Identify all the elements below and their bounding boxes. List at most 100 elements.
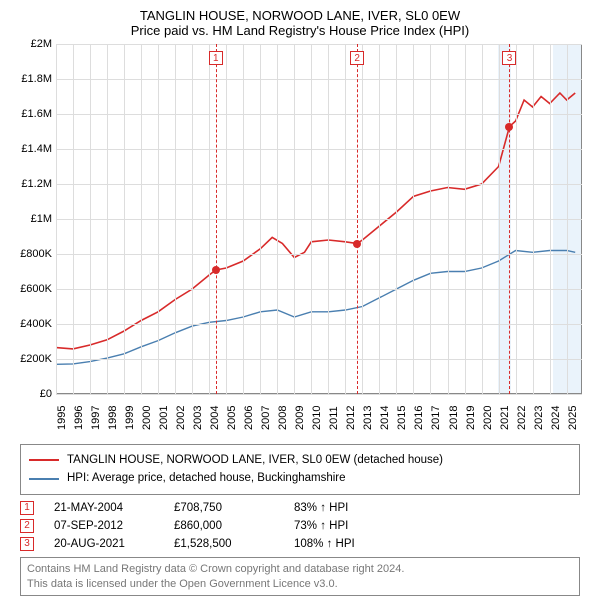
- sale-index-box: 1: [20, 501, 34, 515]
- gridline-v: [277, 44, 278, 394]
- gridline-v: [243, 44, 244, 394]
- title-line-1: TANGLIN HOUSE, NORWOOD LANE, IVER, SL0 0…: [10, 8, 590, 23]
- gridline-h: [56, 324, 582, 325]
- x-axis: 1995199619971998199920002001200220032004…: [56, 394, 582, 436]
- sale-row: 207-SEP-2012£860,00073% ↑ HPI: [20, 519, 580, 533]
- legend-item: TANGLIN HOUSE, NORWOOD LANE, IVER, SL0 0…: [29, 451, 571, 469]
- sale-marker-line: [509, 44, 510, 394]
- x-tick-label: 2010: [311, 406, 327, 430]
- gridline-v: [192, 44, 193, 394]
- x-tick-label: 1998: [107, 406, 123, 430]
- title-line-2: Price paid vs. HM Land Registry's House …: [10, 23, 590, 38]
- y-tick-label: £0: [10, 388, 52, 400]
- sale-marker-label: 3: [502, 51, 516, 65]
- y-tick-label: £200K: [10, 353, 52, 365]
- y-tick-label: £1.2M: [10, 178, 52, 190]
- sale-marker-dot: [212, 266, 220, 274]
- x-tick-label: 1996: [73, 406, 89, 430]
- gridline-h: [56, 149, 582, 150]
- gridline-h: [56, 44, 582, 45]
- x-tick-label: 2012: [345, 406, 361, 430]
- x-tick-label: 2000: [141, 406, 157, 430]
- sale-index-box: 3: [20, 537, 34, 551]
- sale-date: 21-MAY-2004: [54, 502, 154, 514]
- x-tick-label: 2019: [465, 406, 481, 430]
- x-tick-label: 2005: [226, 406, 242, 430]
- x-tick-label: 2023: [533, 406, 549, 430]
- gridline-v: [56, 44, 57, 394]
- gridline-h: [56, 289, 582, 290]
- x-tick-label: 2024: [550, 406, 566, 430]
- x-tick-label: 2025: [567, 406, 583, 430]
- gridline-v: [482, 44, 483, 394]
- sale-date: 07-SEP-2012: [54, 520, 154, 532]
- gridline-v: [430, 44, 431, 394]
- x-tick-label: 2003: [192, 406, 208, 430]
- x-tick-label: 2009: [294, 406, 310, 430]
- legend-label: HPI: Average price, detached house, Buck…: [67, 469, 346, 487]
- gridline-v: [294, 44, 295, 394]
- x-tick-label: 2021: [499, 406, 515, 430]
- attribution-line: Contains HM Land Registry data © Crown c…: [27, 562, 573, 577]
- sale-delta: 73% ↑ HPI: [294, 520, 394, 532]
- sale-marker-line: [216, 44, 217, 394]
- x-tick-label: 2007: [260, 406, 276, 430]
- x-tick-label: 1999: [124, 406, 140, 430]
- sale-marker-dot: [353, 240, 361, 248]
- series-hpi: [56, 251, 575, 365]
- attribution-line: This data is licensed under the Open Gov…: [27, 577, 573, 592]
- y-tick-label: £1.8M: [10, 73, 52, 85]
- x-tick-label: 2006: [243, 406, 259, 430]
- gridline-v: [516, 44, 517, 394]
- y-tick-label: £600K: [10, 283, 52, 295]
- gridline-h: [56, 79, 582, 80]
- x-tick-label: 2022: [516, 406, 532, 430]
- gridline-v: [209, 44, 210, 394]
- x-tick-label: 1995: [56, 406, 72, 430]
- gridline-h: [56, 359, 582, 360]
- sale-delta: 108% ↑ HPI: [294, 538, 394, 550]
- y-tick-label: £1.6M: [10, 108, 52, 120]
- gridline-v: [550, 44, 551, 394]
- gridline-v: [311, 44, 312, 394]
- gridline-v: [499, 44, 500, 394]
- x-tick-label: 2004: [209, 406, 225, 430]
- gridline-v: [73, 44, 74, 394]
- gridline-v: [465, 44, 466, 394]
- sale-row: 121-MAY-2004£708,75083% ↑ HPI: [20, 501, 580, 515]
- gridline-v: [396, 44, 397, 394]
- gridline-v: [107, 44, 108, 394]
- gridline-v: [448, 44, 449, 394]
- x-tick-label: 2008: [277, 406, 293, 430]
- y-tick-label: £1M: [10, 213, 52, 225]
- x-tick-label: 2020: [482, 406, 498, 430]
- sale-date: 20-AUG-2021: [54, 538, 154, 550]
- legend-item: HPI: Average price, detached house, Buck…: [29, 469, 571, 487]
- x-tick-label: 2001: [158, 406, 174, 430]
- gridline-v: [141, 44, 142, 394]
- x-tick-label: 2016: [413, 406, 429, 430]
- x-tick-label: 2011: [328, 406, 344, 430]
- sale-marker-dot: [505, 123, 513, 131]
- legend: TANGLIN HOUSE, NORWOOD LANE, IVER, SL0 0…: [20, 444, 580, 495]
- sale-delta: 83% ↑ HPI: [294, 502, 394, 514]
- sales-table: 121-MAY-2004£708,75083% ↑ HPI207-SEP-201…: [20, 501, 580, 551]
- legend-swatch: [29, 478, 59, 480]
- gridline-h: [56, 184, 582, 185]
- title-block: TANGLIN HOUSE, NORWOOD LANE, IVER, SL0 0…: [10, 8, 590, 38]
- gridline-v: [90, 44, 91, 394]
- gridline-h: [56, 219, 582, 220]
- x-tick-label: 2002: [175, 406, 191, 430]
- gridline-v: [413, 44, 414, 394]
- chart-area: £0£200K£400K£600K£800K£1M£1.2M£1.4M£1.6M…: [56, 44, 582, 394]
- x-tick-label: 2017: [430, 406, 446, 430]
- legend-swatch: [29, 459, 59, 461]
- gridline-v: [124, 44, 125, 394]
- x-tick-label: 2014: [379, 406, 395, 430]
- x-tick-label: 2015: [396, 406, 412, 430]
- gridline-v: [328, 44, 329, 394]
- sale-price: £1,528,500: [174, 538, 274, 550]
- y-tick-label: £2M: [10, 38, 52, 50]
- gridline-h: [56, 254, 582, 255]
- gridline-v: [175, 44, 176, 394]
